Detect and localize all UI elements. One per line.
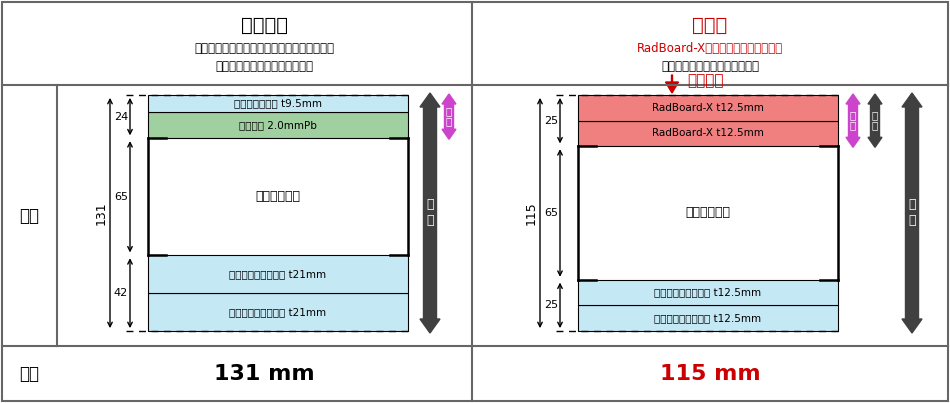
FancyArrow shape (846, 94, 860, 120)
Text: 115 mm: 115 mm (659, 364, 760, 384)
Text: 遮: 遮 (850, 111, 856, 120)
Text: 131 mm: 131 mm (214, 364, 314, 384)
FancyArrow shape (442, 94, 456, 116)
Text: 強化せっこうボード t21mm: 強化せっこうボード t21mm (230, 307, 327, 317)
Text: 仕様: 仕様 (19, 206, 39, 224)
Text: 厚さ低減: 厚さ低減 (687, 73, 724, 89)
Text: RadBoard-X t12.5mm: RadBoard-X t12.5mm (652, 103, 764, 113)
FancyArrow shape (902, 93, 922, 213)
Text: 強化せっこうボード t12.5mm: 強化せっこうボード t12.5mm (655, 287, 762, 297)
Text: 蔽: 蔽 (850, 120, 856, 131)
Bar (578, 280, 838, 305)
Text: 火: 火 (908, 214, 916, 228)
Bar (578, 120, 838, 146)
Text: 131: 131 (95, 201, 108, 225)
Text: 下地軽量鉄骨: 下地軽量鉄骨 (686, 206, 731, 220)
FancyArrow shape (902, 213, 922, 333)
Text: 蔽: 蔽 (446, 116, 452, 127)
Text: 強化せっこうボード　（耗火）: 強化せっこうボード （耗火） (661, 60, 759, 73)
Text: 25: 25 (543, 116, 558, 126)
Text: 本仕様: 本仕様 (693, 15, 728, 35)
FancyArrow shape (868, 120, 882, 147)
Text: 従来仕様: 従来仕様 (241, 15, 288, 35)
Text: 遮: 遮 (446, 107, 452, 116)
FancyArrow shape (442, 116, 456, 139)
Bar (578, 95, 838, 120)
Text: 鲛ボード 2.0mmPb: 鲛ボード 2.0mmPb (239, 120, 317, 130)
Bar (148, 256, 408, 293)
Text: 強化せっこうボード t12.5mm: 強化せっこうボード t12.5mm (655, 313, 762, 323)
Bar (578, 305, 838, 331)
Text: 耐: 耐 (908, 199, 916, 212)
Bar (148, 293, 408, 331)
Text: 鲛ボード＋せっこうボード　（放射線遙蔽）: 鲛ボード＋せっこうボード （放射線遙蔽） (195, 42, 334, 56)
FancyArrow shape (868, 94, 882, 120)
Text: 42: 42 (114, 288, 128, 298)
Text: 25: 25 (543, 300, 558, 310)
Text: 壁厚: 壁厚 (19, 366, 39, 384)
Text: 火: 火 (872, 120, 878, 131)
Text: 強化せっこうボード t21mm: 強化せっこうボード t21mm (230, 269, 327, 279)
Text: 耐: 耐 (872, 111, 878, 120)
Text: 耐: 耐 (427, 199, 434, 212)
FancyArrow shape (420, 213, 440, 333)
Text: せっこうボード t9.5mm: せっこうボード t9.5mm (234, 99, 322, 108)
Text: 65: 65 (114, 192, 128, 202)
Text: RadBoard-X t12.5mm: RadBoard-X t12.5mm (652, 129, 764, 139)
Text: 24: 24 (114, 112, 128, 122)
FancyArrow shape (420, 93, 440, 213)
Text: 下地軽量鉄骨: 下地軽量鉄骨 (256, 190, 300, 203)
Bar (148, 112, 408, 138)
Text: RadBoard-X　（放射線遙蔽＋耗火）: RadBoard-X （放射線遙蔽＋耗火） (636, 42, 783, 56)
Text: 強化せっこうボード　（耗火）: 強化せっこうボード （耗火） (216, 60, 314, 73)
Bar (148, 95, 408, 112)
FancyArrow shape (846, 120, 860, 147)
Text: 65: 65 (544, 208, 558, 218)
Text: 火: 火 (427, 214, 434, 228)
FancyArrow shape (666, 75, 678, 93)
Text: 115: 115 (525, 201, 538, 225)
